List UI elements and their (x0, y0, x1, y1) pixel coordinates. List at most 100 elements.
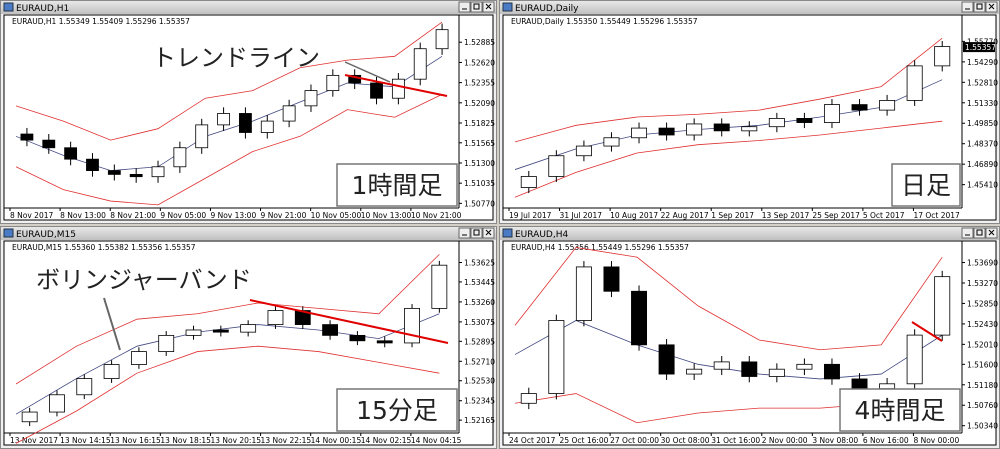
button-glyph (485, 3, 492, 10)
candle-body (173, 147, 187, 168)
candle-body (376, 340, 393, 344)
bollinger-lower (15, 94, 443, 206)
candle-body (934, 46, 951, 67)
button-glyph (988, 3, 995, 10)
bollinger-upper (514, 37, 943, 143)
candle-body (185, 329, 202, 336)
candle-body (631, 127, 648, 139)
bollinger-lower (15, 345, 440, 444)
window-title: EURAUD,Daily (515, 4, 579, 14)
window-min-button[interactable] (458, 1, 471, 13)
price-label: 1.48370 (967, 140, 998, 149)
candle-body (86, 158, 99, 171)
window-max-button[interactable] (470, 1, 483, 13)
candle-body (239, 113, 252, 133)
time-label: 2 Nov 00:00 (762, 436, 808, 445)
button-glyph (473, 229, 480, 236)
bollinger-upper (15, 254, 440, 385)
price-label: 1.52355 (464, 79, 495, 88)
timeframe-label: 4時間足 (855, 396, 946, 425)
time-label: 24 Oct 2017 (509, 436, 556, 445)
candle-body (548, 320, 565, 394)
price-label: 1.52530 (464, 377, 495, 386)
candle-body (658, 344, 675, 375)
time-label: 10 Nov 05:00 (311, 211, 362, 220)
window-icon (3, 228, 14, 238)
time-label: 9 Nov 05:00 (160, 211, 206, 220)
current-price-tag (963, 42, 995, 53)
time-label: 9 Nov 13:00 (210, 211, 256, 220)
price-label: 1.53260 (464, 298, 495, 307)
candle-body (823, 363, 840, 380)
time-label: 8 Nov 21:00 (110, 211, 156, 220)
candle-body (631, 290, 648, 346)
window-min-button[interactable] (961, 1, 974, 13)
time-label: 25 Sep 2017 (812, 211, 860, 220)
button-glyph (988, 229, 995, 236)
bollinger-upper (15, 21, 443, 141)
bollinger-lower (514, 120, 943, 198)
price-label: 1.51825 (464, 119, 495, 128)
time-label: 5 Oct 2017 (863, 211, 905, 220)
timeframe-label: 15分足 (356, 396, 438, 425)
time-label: 10 Nov 21:00 (411, 211, 462, 220)
candle-body (107, 170, 121, 175)
candle-body (796, 363, 813, 370)
time-label: 6 Nov 16:00 (863, 436, 909, 445)
annotation: トレンドライン (152, 44, 320, 72)
price-label: 1.53445 (464, 278, 495, 287)
time-label: 13 Nov 14:15 (60, 436, 111, 445)
candle-body (130, 351, 147, 365)
candle-body (768, 368, 785, 377)
window-max-button[interactable] (973, 227, 986, 239)
price-label: 1.55770 (967, 37, 998, 46)
candle-body (212, 329, 229, 333)
time-label: 19 Jul 2017 (509, 211, 552, 220)
price-label: 1.54290 (967, 58, 998, 67)
trendline (911, 321, 943, 342)
window-max-button[interactable] (470, 227, 483, 239)
window-min-button[interactable] (458, 227, 471, 239)
candle-body (76, 378, 93, 396)
time-label: 27 Oct 00:00 (610, 436, 659, 445)
window-min-button[interactable] (961, 227, 974, 239)
timeframe-box (336, 388, 458, 432)
candle-body (603, 137, 620, 147)
candle-body (21, 411, 38, 423)
time-label: 8 Nov 2017 (10, 211, 53, 220)
price-label: 1.46890 (967, 160, 998, 169)
candle-body (195, 124, 209, 149)
candle-body (240, 324, 257, 333)
time-label: 14 Nov 02:15 (361, 436, 412, 445)
price-label: 1.52895 (464, 337, 495, 346)
price-label: 1.50770 (464, 199, 495, 208)
button-glyph (976, 3, 983, 10)
window-max-button[interactable] (973, 1, 986, 13)
time-label: 8 Nov 13:00 (60, 211, 106, 220)
timeframe-box (839, 388, 961, 432)
candle-body (370, 82, 383, 99)
price-label: 1.50760 (967, 401, 998, 410)
window-title: EURAUD,H4 (515, 230, 568, 240)
button-glyph (485, 229, 492, 236)
window-icon (502, 228, 513, 238)
time-label: 31 Jul 2017 (560, 211, 603, 220)
time-label: 17 Oct 2017 (913, 211, 960, 220)
window-icon (3, 2, 14, 12)
window-title: EURAUD,M15 (16, 230, 76, 240)
button-glyph (976, 229, 983, 236)
button-glyph (473, 3, 480, 10)
time-label: 13 Nov 16:15 (110, 436, 161, 445)
candle-body (42, 139, 56, 149)
candle-body (823, 104, 840, 123)
chart-window: EURAUD,Daily EURAUD,Daily 1.55350 1.55449… (499, 0, 1000, 224)
candle-body (282, 105, 296, 122)
chart-window: EURAUD,H4 EURAUD,H4 1.55356 1.55449 1.552… (499, 226, 1000, 449)
annotation-pointer (103, 297, 121, 351)
candle-body (20, 133, 34, 141)
candle-body (713, 123, 730, 132)
bollinger-upper (514, 247, 943, 351)
price-label: 1.51035 (464, 179, 495, 188)
window-title: EURAUD,H1 (16, 4, 69, 14)
